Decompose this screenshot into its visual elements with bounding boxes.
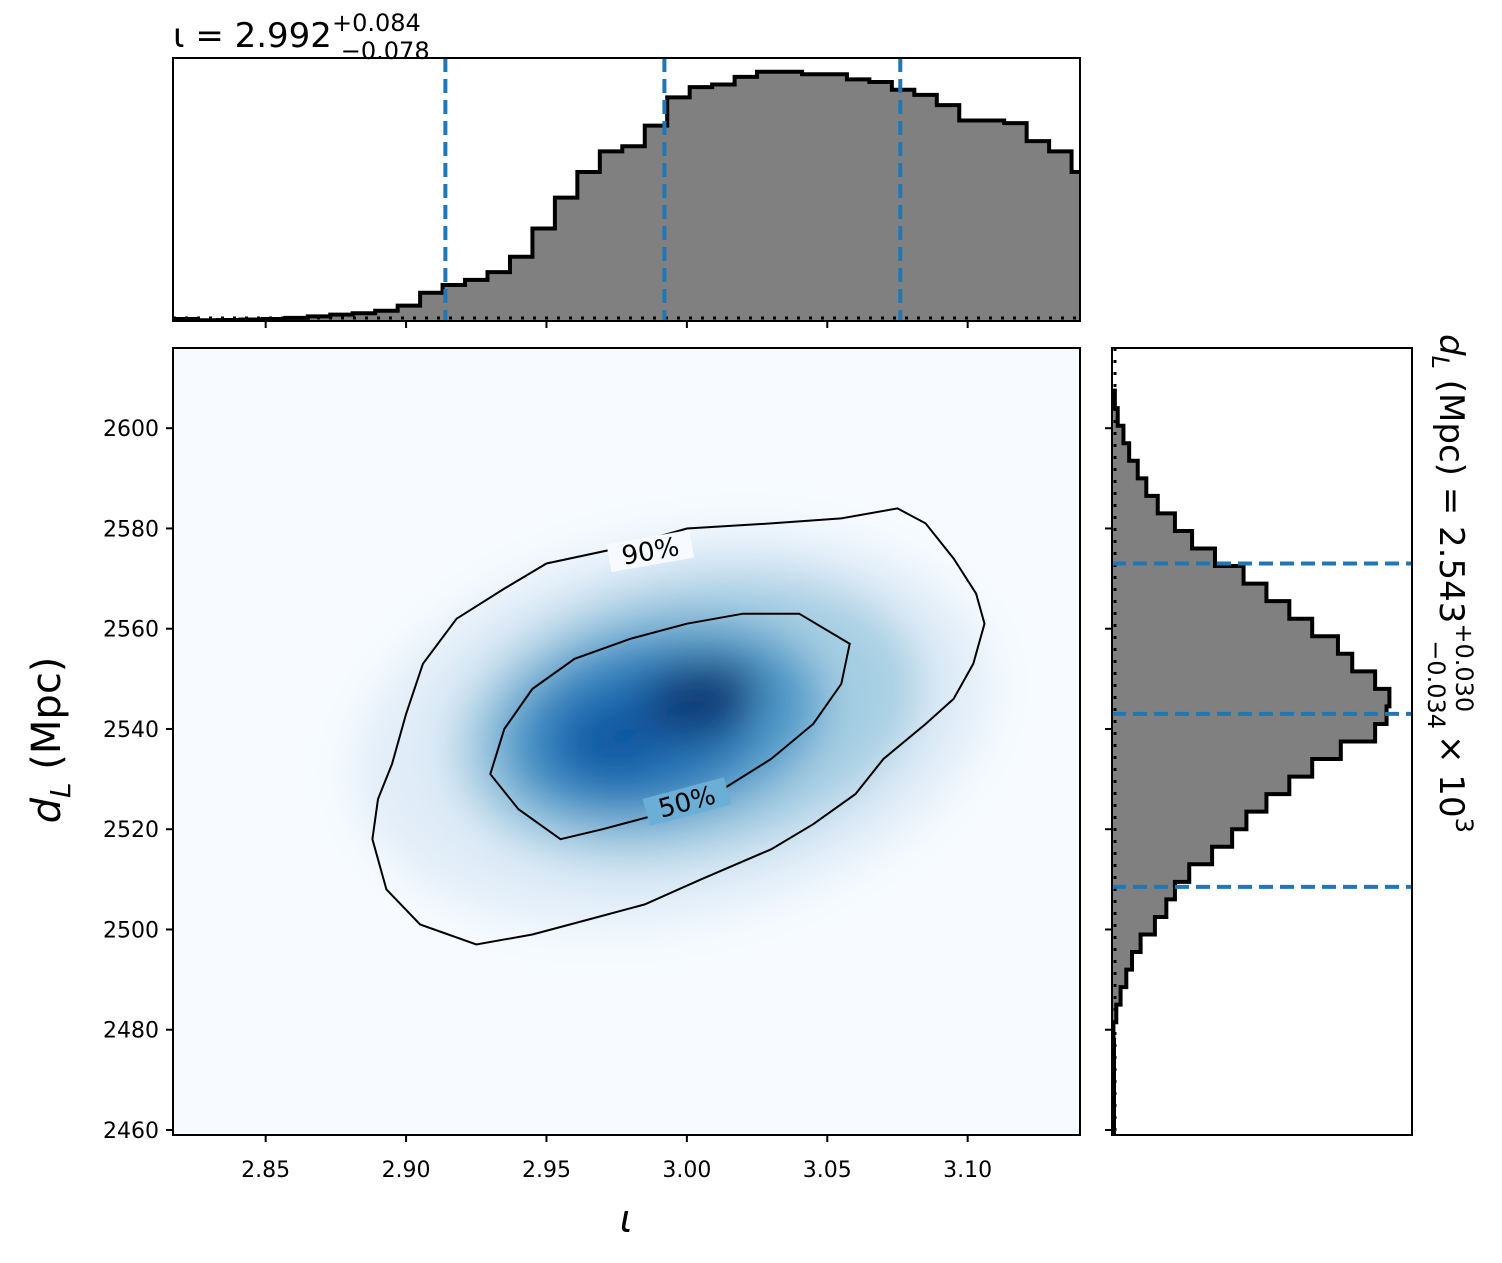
y-tick-label-7: 2600 [103,417,159,442]
top-panel-frame [172,57,1081,322]
top-histogram [173,69,1080,321]
y-tick-label-0: 2460 [103,1119,159,1144]
density-blob-4 [639,657,762,741]
x-tick-label-3: 3.00 [662,1158,711,1183]
right-tick-marks [1105,427,1112,1131]
right-histogram-fill [1112,390,1390,1135]
x-axis-label: ι [620,1197,633,1241]
contour-90 [371,507,986,946]
joint-panel: 90% 50% 2.85 2.90 2.95 3.00 3.05 3.10 2460248… [24,347,1081,1241]
y-tick-label-5: 2560 [103,618,159,643]
x-axis-ticks: 2.85 2.90 2.95 3.00 3.05 3.10 [241,1135,992,1183]
density-blob-5 [566,703,667,775]
x-tick-label-1: 2.90 [382,1158,431,1183]
joint-panel-frame [172,347,1081,1136]
top-histogram-fill [173,71,1080,321]
right-panel-frame [1111,347,1413,1136]
top-quantile-lines [443,58,903,321]
y-tick-label-1: 2480 [103,1019,159,1044]
y-axis-label: dL (Mpc) [24,657,77,824]
right-marginal-panel: dL (Mpc) = 2.543+0.030−0.034× 103 [1105,334,1478,1136]
contour-label-50-mask [642,777,732,827]
density-heatmap [354,530,992,928]
right-histogram [1112,348,1392,1135]
top-histogram-outline [173,69,1080,321]
right-quantile-lines [1112,561,1412,889]
right-histogram-outline [1112,388,1392,1135]
x-tick-label-4: 3.05 [803,1158,852,1183]
top-panel-title: ι = 2.992+0.084 −0.078 [173,9,430,65]
contour-label-90-mask [606,529,695,573]
x-tick-label-5: 3.10 [943,1158,992,1183]
y-axis-ticks: 2460 2480 2500 2520 2540 2560 2580 2600 [103,417,173,1144]
right-panel-title: dL (Mpc) = 2.543+0.030−0.034× 103 [1422,334,1478,833]
contour-50 [489,612,851,841]
top-marginal-panel: ι = 2.992+0.084 −0.078 [172,9,1081,328]
y-tick-label-4: 2540 [103,718,159,743]
contours [371,507,986,946]
y-tick-label-6: 2580 [103,517,159,542]
x-tick-label-0: 2.85 [241,1158,290,1183]
y-tick-label-2: 2500 [103,918,159,943]
y-tick-label-3: 2520 [103,818,159,843]
x-tick-label-2: 2.95 [522,1158,571,1183]
top-tick-marks [264,321,969,328]
